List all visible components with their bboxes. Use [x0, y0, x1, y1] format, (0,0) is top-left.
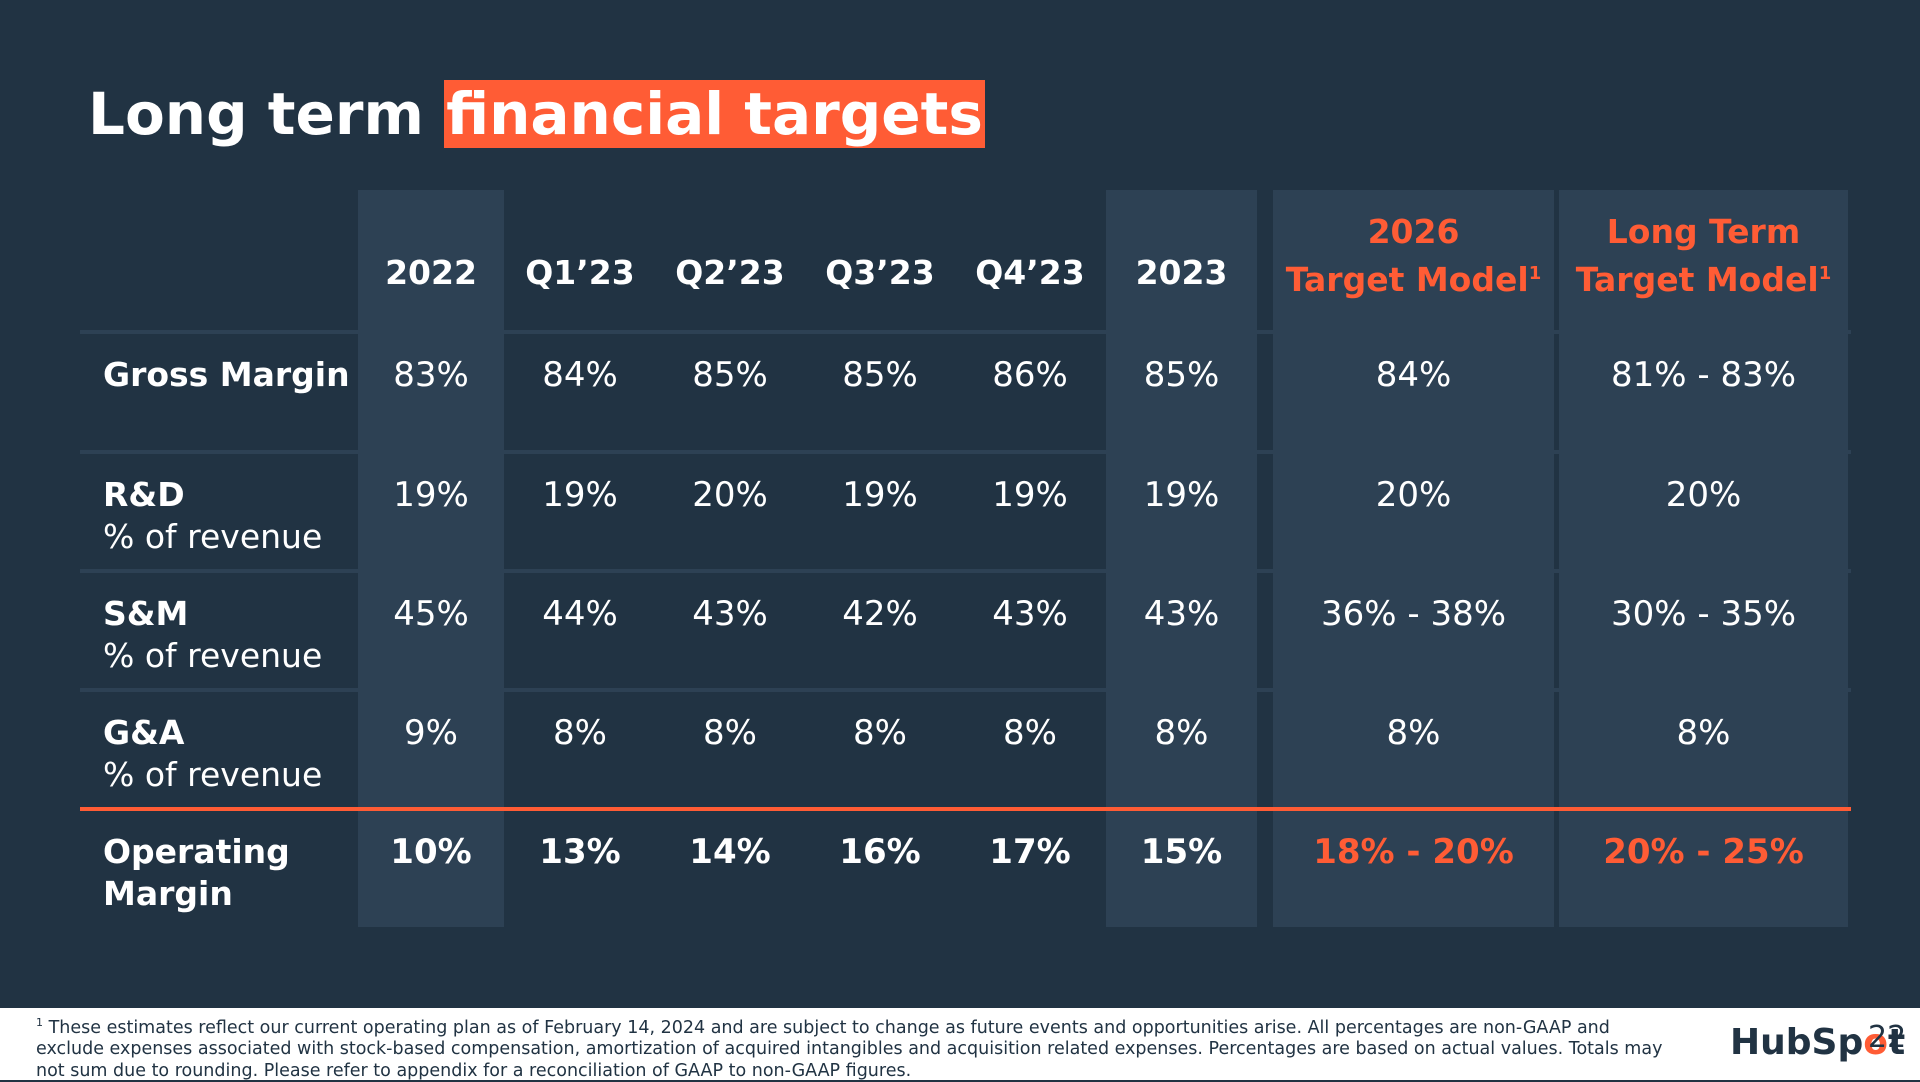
column-header-2026-target: 2026 Target Model1	[1285, 212, 1542, 299]
table-cell: 8%	[1676, 713, 1731, 753]
table-cell: 10%	[390, 832, 472, 872]
row-label-sm: S&M % of revenue	[103, 594, 323, 675]
footnote: 1 These estimates reflect our current op…	[36, 1016, 1663, 1081]
table-cell: 8%	[703, 713, 757, 753]
table-cell: 13%	[539, 832, 621, 872]
table-cell: 15%	[1140, 832, 1223, 872]
table-cell: 45%	[393, 594, 469, 634]
row-separator	[80, 688, 1851, 692]
column-panel-2023	[1106, 190, 1257, 927]
row-label-ga: G&A % of revenue	[103, 713, 323, 794]
row-label-operating-margin: Operating Margin	[103, 832, 290, 913]
row-separator	[80, 569, 1851, 573]
column-header: Q2’23	[675, 253, 785, 292]
table-cell: 9%	[404, 713, 458, 753]
table-cell: 43%	[1143, 594, 1220, 634]
table-cell: 19%	[393, 475, 469, 515]
table-cell: 16%	[839, 832, 921, 872]
table-cell: 43%	[992, 594, 1068, 634]
table-cell: 44%	[542, 594, 618, 634]
table-cell: 42%	[842, 594, 918, 634]
column-panel-2026-target	[1273, 190, 1554, 927]
table-cell: 86%	[992, 355, 1068, 395]
table-cell: 8%	[1003, 713, 1057, 753]
table-cell: 84%	[1375, 355, 1452, 395]
table-cell: 36% - 38%	[1320, 594, 1507, 634]
header-separator	[80, 330, 1851, 334]
footer-bar	[0, 1008, 1920, 1080]
column-panel-long-term-target	[1559, 190, 1848, 927]
page-title: Long term financial targets	[88, 78, 985, 150]
column-header: 2023	[1135, 253, 1228, 292]
table-cell: 20%	[1375, 475, 1452, 515]
table-cell: 18% - 20%	[1313, 832, 1514, 872]
table-cell: 8%	[1386, 713, 1441, 753]
table-cell: 19%	[542, 475, 618, 515]
table-cell: 20%	[692, 475, 768, 515]
table-cell: 81% - 83%	[1610, 355, 1797, 395]
table-cell: 85%	[842, 355, 918, 395]
column-header: Q1’23	[525, 253, 635, 292]
column-header: 2022	[385, 253, 477, 292]
row-separator	[80, 450, 1851, 454]
total-separator	[80, 807, 1851, 811]
column-header: Q3’23	[825, 253, 935, 292]
table-cell: 19%	[1143, 475, 1220, 515]
sprocket-icon: o	[1863, 1022, 1888, 1063]
row-label-rd: R&D % of revenue	[103, 475, 323, 556]
table-cell: 84%	[542, 355, 618, 395]
table-cell: 20% - 25%	[1603, 832, 1804, 872]
table-cell: 8%	[853, 713, 907, 753]
table-cell: 85%	[692, 355, 768, 395]
table-cell: 30% - 35%	[1610, 594, 1797, 634]
column-header: Q4’23	[975, 253, 1085, 292]
page-number: 22	[1868, 1020, 1907, 1055]
table-cell: 20%	[1665, 475, 1742, 515]
title-prefix: Long term	[88, 80, 424, 148]
table-cell: 85%	[1143, 355, 1220, 395]
row-label-gross-margin: Gross Margin	[103, 355, 350, 394]
column-header-long-term-target: Long Term Target Model1	[1575, 212, 1832, 299]
table-cell: 8%	[1154, 713, 1209, 753]
table-cell: 14%	[689, 832, 771, 872]
table-cell: 17%	[989, 832, 1071, 872]
table-cell: 83%	[393, 355, 469, 395]
table-cell: 43%	[692, 594, 768, 634]
title-highlight: financial targets	[444, 80, 985, 148]
table-cell: 19%	[992, 475, 1068, 515]
table-cell: 8%	[553, 713, 607, 753]
column-panel-2022	[358, 190, 504, 927]
table-cell: 19%	[842, 475, 918, 515]
hubspot-logo: HubSpot	[1730, 1022, 1906, 1063]
